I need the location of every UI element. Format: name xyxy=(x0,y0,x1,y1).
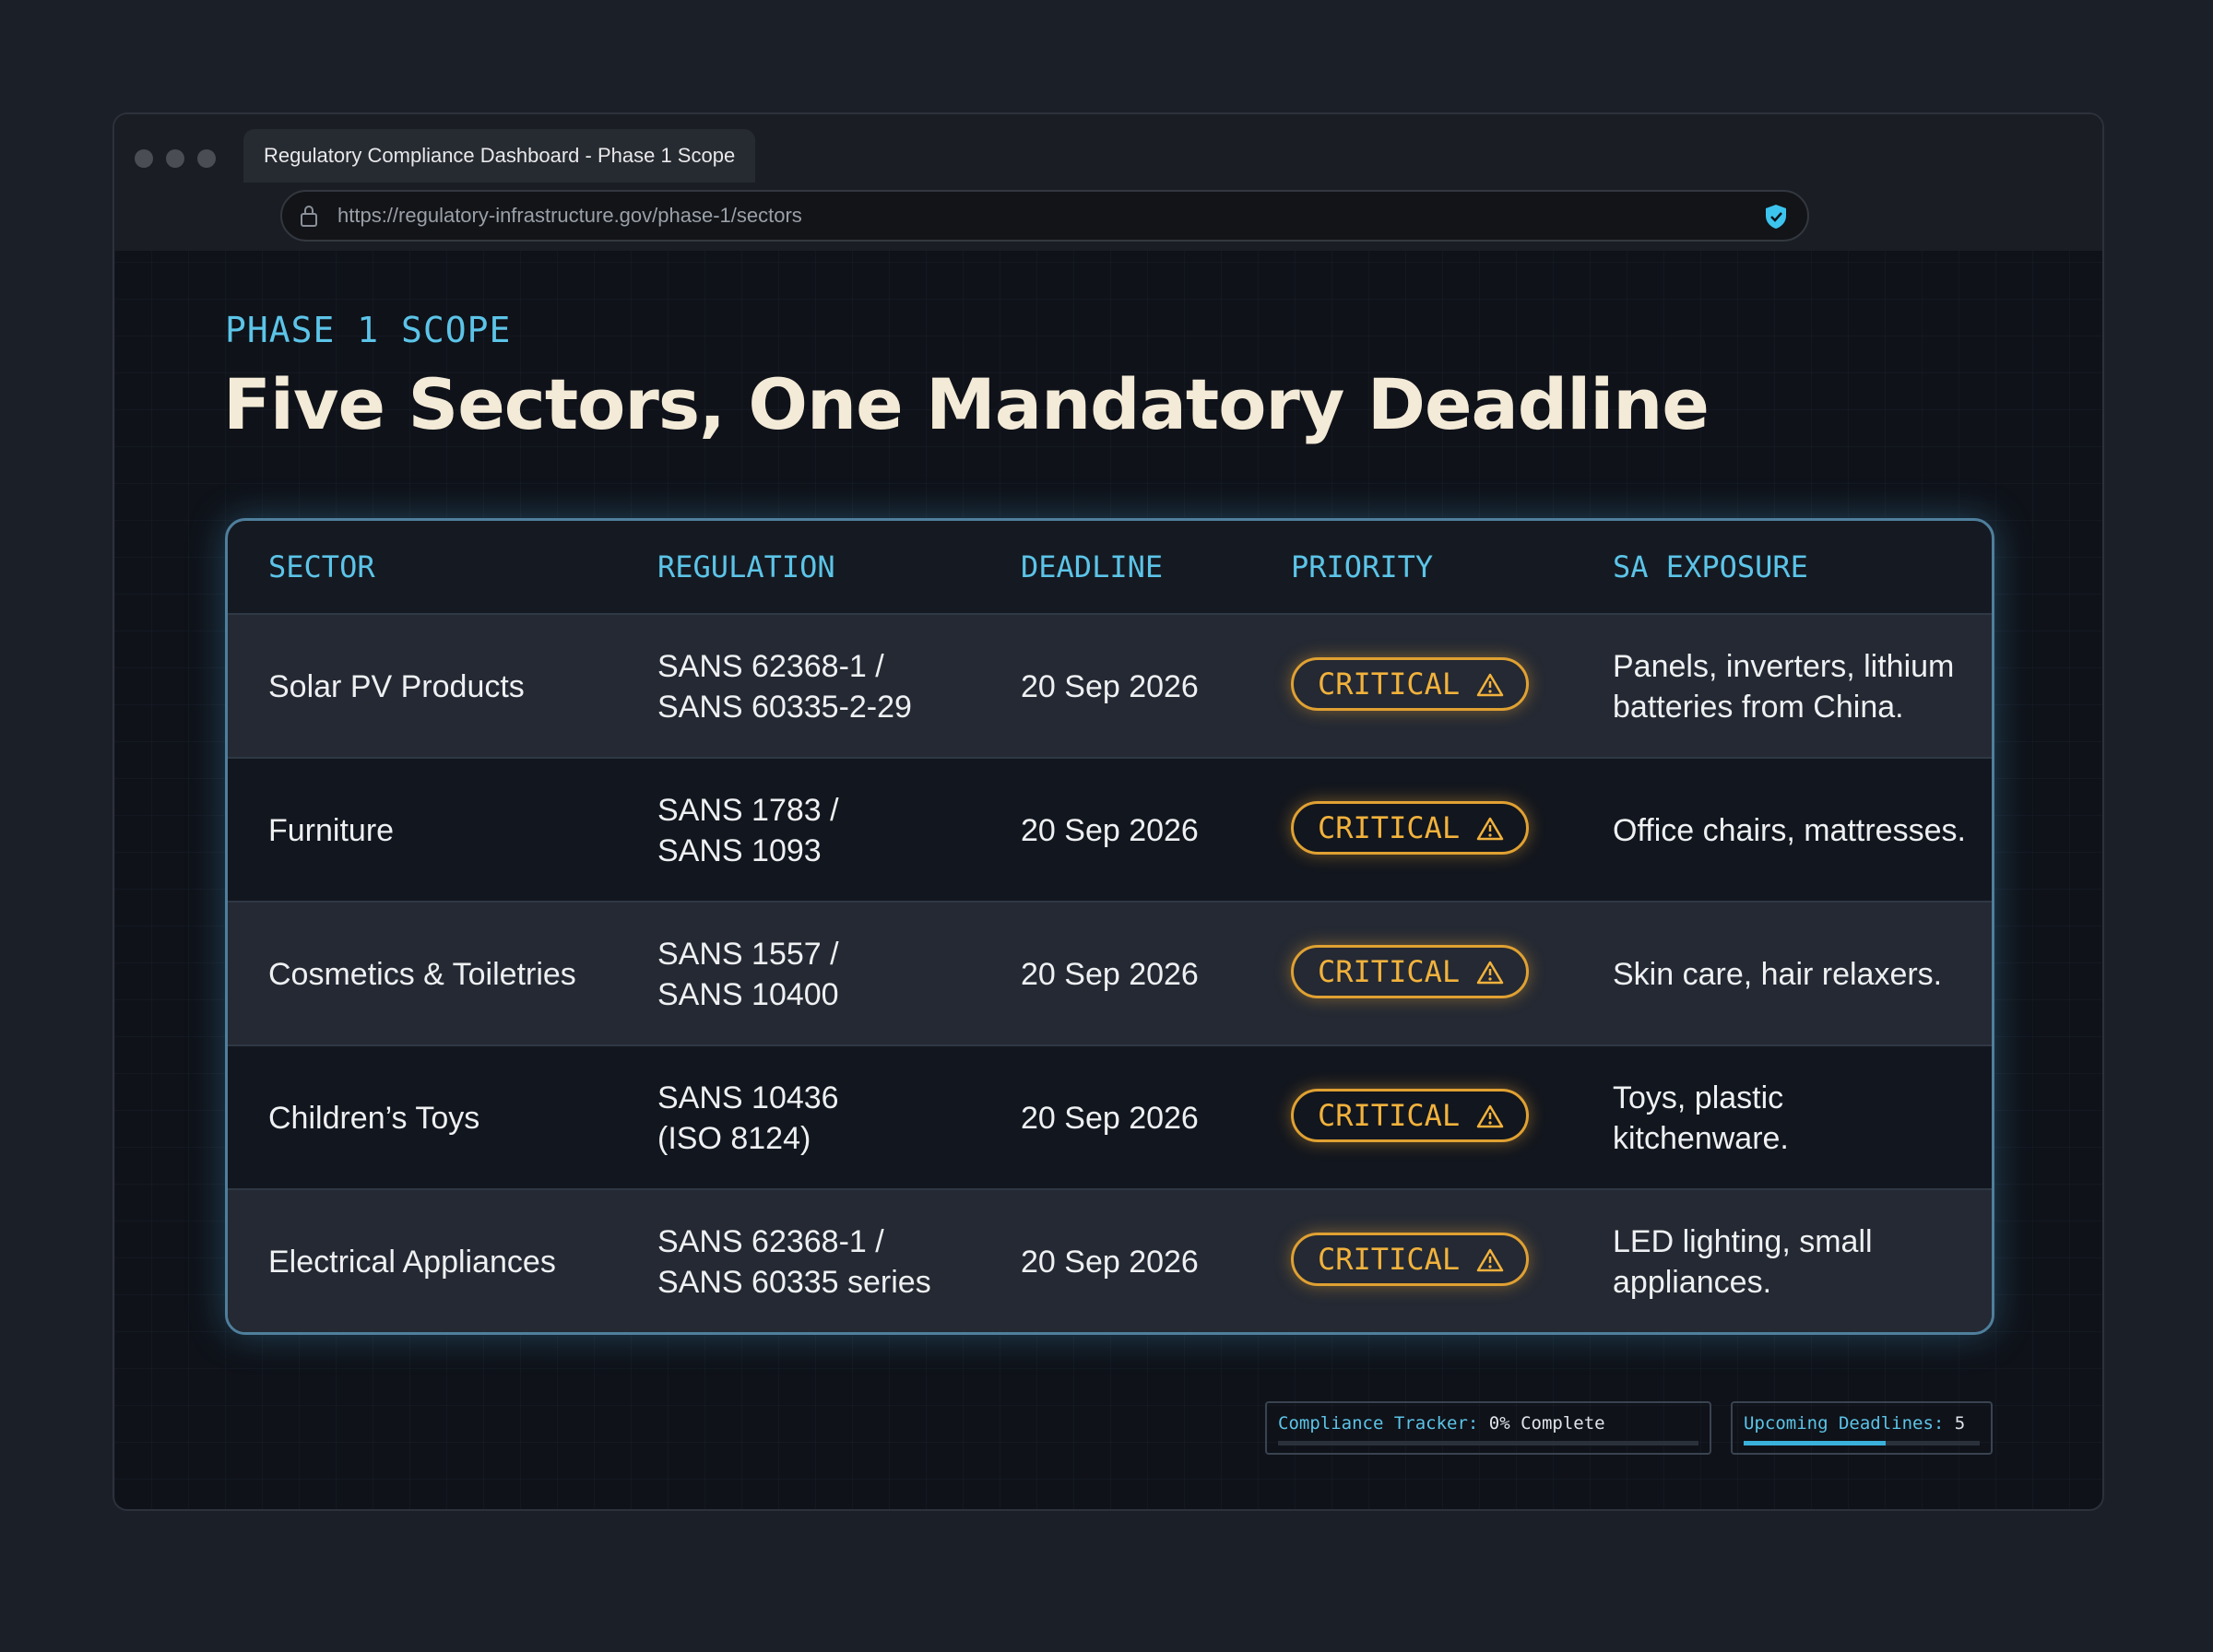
regulation-line: SANS 62368-1 / xyxy=(657,1224,884,1259)
column-header: DEADLINE xyxy=(1021,549,1164,584)
priority-badge: CRITICAL xyxy=(1291,657,1529,711)
regulation-line: SANS 1557 / xyxy=(657,937,839,972)
regulation-line: SANS 1783 / xyxy=(657,793,839,828)
priority-badge: CRITICAL xyxy=(1291,1089,1529,1142)
table-row: Solar PV Products SANS 62368-1 / SANS 6033… xyxy=(228,613,1992,759)
exposure-line: Office chairs, mattresses. xyxy=(1613,813,1966,848)
exposure-line: appliances. xyxy=(1613,1265,1772,1300)
browser-window: Regulatory Compliance Dashboard - Phase … xyxy=(112,112,2104,1511)
priority-text: CRITICAL xyxy=(1318,954,1461,989)
warning-icon xyxy=(1476,1104,1504,1128)
regulation-line: SANS 10400 xyxy=(657,977,839,1012)
regulation-cell: SANS 62368-1 / SANS 60335-2-29 xyxy=(657,646,912,727)
deadline-cell: 20 Sep 2026 xyxy=(1021,1101,1199,1136)
warning-icon xyxy=(1476,817,1504,841)
sector-cell: Children’s Toys xyxy=(268,1101,480,1136)
priority-badge: CRITICAL xyxy=(1291,945,1529,998)
table-row: Furniture SANS 1783 / SANS 1093 20 Sep 2026… xyxy=(228,757,1992,903)
priority-text: CRITICAL xyxy=(1318,810,1461,845)
priority-text: CRITICAL xyxy=(1318,667,1461,702)
regulation-line: SANS 62368-1 / xyxy=(657,649,884,684)
exposure-line: LED lighting, small xyxy=(1613,1224,1873,1259)
sector-cell: Cosmetics & Toiletries xyxy=(268,957,576,992)
regulation-line: SANS 10436 xyxy=(657,1080,839,1115)
warning-icon xyxy=(1476,961,1504,985)
table-row: Children’s Toys SANS 10436 (ISO 8124) 20 Se… xyxy=(228,1044,1992,1190)
regulation-cell: SANS 62368-1 / SANS 60335 series xyxy=(657,1221,931,1303)
upcoming-deadlines: Upcoming Deadlines: 5 xyxy=(1731,1401,1993,1455)
deadline-cell: 20 Sep 2026 xyxy=(1021,1245,1199,1280)
sector-table: SECTOR REGULATION DEADLINE PRIORITY SA EXPOS… xyxy=(225,518,1994,1335)
exposure-line: Toys, plastic xyxy=(1613,1080,1784,1115)
tracker-label: Compliance Tracker: xyxy=(1278,1413,1479,1434)
exposure-cell: Skin care, hair relaxers. xyxy=(1613,954,1942,995)
window-dot[interactable] xyxy=(166,149,184,168)
eyebrow: PHASE 1 SCOPE xyxy=(225,310,512,350)
regulation-line: SANS 1093 xyxy=(657,833,822,868)
exposure-line: batteries from China. xyxy=(1613,690,1904,725)
table-row: Electrical Appliances SANS 62368-1 /SANS … xyxy=(228,1188,1992,1332)
exposure-cell: Toys, plastic kitchenware. xyxy=(1613,1078,1789,1159)
priority-badge: CRITICAL xyxy=(1291,1233,1529,1286)
sector-cell: Furniture xyxy=(268,813,395,848)
priority-badge: CRITICAL xyxy=(1291,801,1529,855)
column-header: SA EXPOSURE xyxy=(1613,549,1808,584)
exposure-line: kitchenware. xyxy=(1613,1121,1789,1156)
regulation-line: SANS 60335 series xyxy=(657,1265,931,1300)
url-text: https://regulatory-infrastructure.gov/ph… xyxy=(337,204,802,227)
window-dot[interactable] xyxy=(135,149,153,168)
exposure-cell: Panels, inverters, lithium batteries from… xyxy=(1613,646,1954,727)
deadline-cell: 20 Sep 2026 xyxy=(1021,669,1199,704)
exposure-line: Panels, inverters, lithium xyxy=(1613,649,1955,684)
address-bar[interactable]: https://regulatory-infrastructure.gov/ph… xyxy=(280,190,1809,242)
page-title: Five Sectors, One Mandatory Deadline xyxy=(223,363,1710,445)
shield-icon xyxy=(1766,205,1786,229)
deadline-cell: 20 Sep 2026 xyxy=(1021,813,1199,848)
column-header: SECTOR xyxy=(268,549,375,584)
deadlines-bar xyxy=(1744,1441,1980,1446)
lock-icon xyxy=(301,206,317,227)
regulation-cell: SANS 10436 (ISO 8124) xyxy=(657,1078,839,1159)
warning-icon xyxy=(1476,1248,1504,1272)
deadlines-label: Upcoming Deadlines: xyxy=(1744,1413,1945,1434)
browser-chrome: Regulatory Compliance Dashboard - Phase … xyxy=(114,114,2102,251)
window-dot[interactable] xyxy=(197,149,216,168)
column-header: PRIORITY xyxy=(1291,549,1434,584)
tracker-value: 0% Complete xyxy=(1488,1413,1605,1434)
deadlines-bar-fill xyxy=(1744,1441,1886,1446)
exposure-line: Skin care, hair relaxers. xyxy=(1613,957,1943,992)
column-header: REGULATION xyxy=(657,549,835,584)
deadlines-value: 5 xyxy=(1954,1413,1966,1434)
compliance-tracker: Compliance Tracker: 0% Complete xyxy=(1265,1401,1711,1455)
browser-tab[interactable]: Regulatory Compliance Dashboard - Phase … xyxy=(243,129,756,183)
regulation-cell: SANS 1557 / SANS 10400 xyxy=(657,934,839,1015)
regulation-cell: SANS 1783 / SANS 1093 xyxy=(657,790,839,871)
regulation-line: (ISO 8124) xyxy=(657,1121,811,1156)
exposure-cell: Office chairs, mattresses. xyxy=(1613,810,1966,851)
priority-text: CRITICAL xyxy=(1318,1098,1461,1133)
table-row: Cosmetics & Toiletries SANS 1557 / SANS 10… xyxy=(228,901,1992,1046)
priority-text: CRITICAL xyxy=(1318,1242,1461,1277)
exposure-cell: LED lighting, small appliances. xyxy=(1613,1221,1873,1303)
sector-cell: Electrical Appliances xyxy=(268,1245,556,1280)
tracker-bar xyxy=(1278,1441,1698,1446)
regulation-line: SANS 60335-2-29 xyxy=(657,690,912,725)
warning-icon xyxy=(1476,673,1504,697)
sector-cell: Solar PV Products xyxy=(268,669,525,704)
deadline-cell: 20 Sep 2026 xyxy=(1021,957,1199,992)
